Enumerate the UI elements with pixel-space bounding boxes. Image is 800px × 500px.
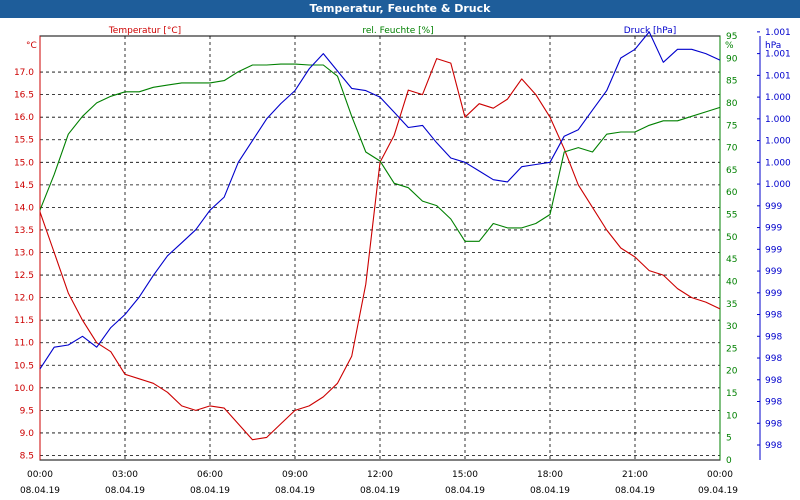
pressure-tick-label: 1.000 xyxy=(765,93,791,103)
x-tick-time: 21:00 xyxy=(622,470,648,480)
temperature-tick-label: 14.0 xyxy=(14,203,34,213)
temperature-tick-label: 9.0 xyxy=(20,429,35,439)
pressure-tick-label: 999 xyxy=(765,202,782,212)
temperature-unit-label: °C xyxy=(26,41,37,51)
temperature-tick-label: 10.0 xyxy=(14,384,34,394)
temperature-tick-label: 8.5 xyxy=(20,451,34,461)
humidity-tick-label: 95 xyxy=(726,32,737,42)
pressure-tick-label: 1.000 xyxy=(765,180,791,190)
pressure-unit-label: hPa xyxy=(765,41,781,51)
humidity-tick-label: 45 xyxy=(726,255,737,265)
tick-layer: 8.5 9.0 9.5 10.0 10.5 11.0 11.5 12.0 12.5 13.0 13.… xyxy=(14,28,791,496)
x-tick-date: 08.04.19 xyxy=(615,486,655,496)
humidity-tick-label: 90 xyxy=(726,54,738,64)
temperature-tick-label: 17.0 xyxy=(14,68,34,78)
temperature-tick-label: 10.5 xyxy=(14,361,34,371)
grid-layer xyxy=(40,36,720,460)
temperature-tick-label: 13.5 xyxy=(14,226,34,236)
pressure-tick-label: 1.001 xyxy=(765,28,791,38)
humidity-tick-label: 30 xyxy=(726,322,738,332)
x-tick-date: 08.04.19 xyxy=(445,486,485,496)
pressure-tick-label: 1.001 xyxy=(765,50,791,60)
pressure-tick-label: 998 xyxy=(765,376,782,386)
temperature-tick-label: 9.5 xyxy=(20,406,34,416)
humidity-legend: rel. Feuchte [%] xyxy=(362,26,433,36)
humidity-tick-label: 55 xyxy=(726,211,737,221)
temperature-tick-label: 13.0 xyxy=(14,249,34,259)
x-tick-date: 08.04.19 xyxy=(105,486,145,496)
humidity-tick-label: 65 xyxy=(726,166,737,176)
temperature-tick-label: 12.5 xyxy=(14,271,34,281)
temperature-tick-label: 11.0 xyxy=(14,339,34,349)
x-tick-date: 08.04.19 xyxy=(190,486,230,496)
x-tick-time: 03:00 xyxy=(112,470,138,480)
humidity-tick-label: 5 xyxy=(726,434,732,444)
pressure-tick-label: 999 xyxy=(765,224,782,234)
humidity-tick-label: 35 xyxy=(726,300,737,310)
temperature-tick-label: 12.0 xyxy=(14,294,34,304)
pressure-tick-label: 998 xyxy=(765,398,782,408)
humidity-tick-label: 80 xyxy=(726,99,738,109)
humidity-tick-label: 70 xyxy=(726,144,738,154)
pressure-line xyxy=(39,31,721,370)
temperature-tick-label: 16.5 xyxy=(14,91,34,101)
temperature-line xyxy=(39,58,721,441)
pressure-tick-label: 998 xyxy=(765,419,782,429)
window-title: Temperatur, Feuchte & Druck xyxy=(0,0,800,18)
pressure-tick-label: 999 xyxy=(765,289,782,299)
pressure-tick-label: 998 xyxy=(765,311,782,321)
humidity-tick-label: 40 xyxy=(726,277,738,287)
humidity-tick-label: 60 xyxy=(726,188,738,198)
temperature-tick-label: 14.5 xyxy=(14,181,34,191)
temperature-legend: Temperatur [°C] xyxy=(108,26,181,36)
x-tick-time: 15:00 xyxy=(452,470,478,480)
pressure-tick-label: 999 xyxy=(765,267,782,277)
x-tick-time: 00:00 xyxy=(707,470,733,480)
pressure-tick-label: 998 xyxy=(765,332,782,342)
humidity-tick-label: 75 xyxy=(726,121,737,131)
x-tick-time: 06:00 xyxy=(197,470,223,480)
x-tick-time: 12:00 xyxy=(367,470,393,480)
temperature-tick-label: 16.0 xyxy=(14,113,34,123)
pressure-tick-label: 998 xyxy=(765,441,782,451)
series-layer xyxy=(39,31,721,441)
pressure-tick-label: 1.001 xyxy=(765,71,791,81)
temperature-tick-label: 15.0 xyxy=(14,158,34,168)
humidity-tick-label: 15 xyxy=(726,389,737,399)
x-tick-date: 08.04.19 xyxy=(275,486,315,496)
humidity-tick-label: 50 xyxy=(726,233,738,243)
temperature-tick-label: 11.5 xyxy=(14,316,34,326)
humidity-tick-label: 85 xyxy=(726,77,737,87)
pressure-tick-label: 1.000 xyxy=(765,137,791,147)
pressure-tick-label: 1.000 xyxy=(765,115,791,125)
humidity-line xyxy=(39,63,721,242)
x-tick-time: 00:00 xyxy=(27,470,53,480)
humidity-unit-label: % xyxy=(725,41,734,51)
pressure-tick-label: 999 xyxy=(765,245,782,255)
pressure-tick-label: 1.000 xyxy=(765,158,791,168)
pressure-legend: Druck [hPa] xyxy=(624,26,677,36)
x-tick-date: 08.04.19 xyxy=(530,486,570,496)
pressure-tick-label: 998 xyxy=(765,354,782,364)
humidity-tick-label: 25 xyxy=(726,344,737,354)
x-tick-date: 08.04.19 xyxy=(360,486,400,496)
humidity-tick-label: 10 xyxy=(726,411,738,421)
humidity-tick-label: 0 xyxy=(726,456,732,466)
x-tick-time: 09:00 xyxy=(282,470,308,480)
x-tick-date: 08.04.19 xyxy=(20,486,60,496)
x-tick-time: 18:00 xyxy=(537,470,563,480)
x-tick-date: 09.04.19 xyxy=(698,486,738,496)
humidity-tick-label: 20 xyxy=(726,367,738,377)
temperature-tick-label: 15.5 xyxy=(14,136,34,146)
